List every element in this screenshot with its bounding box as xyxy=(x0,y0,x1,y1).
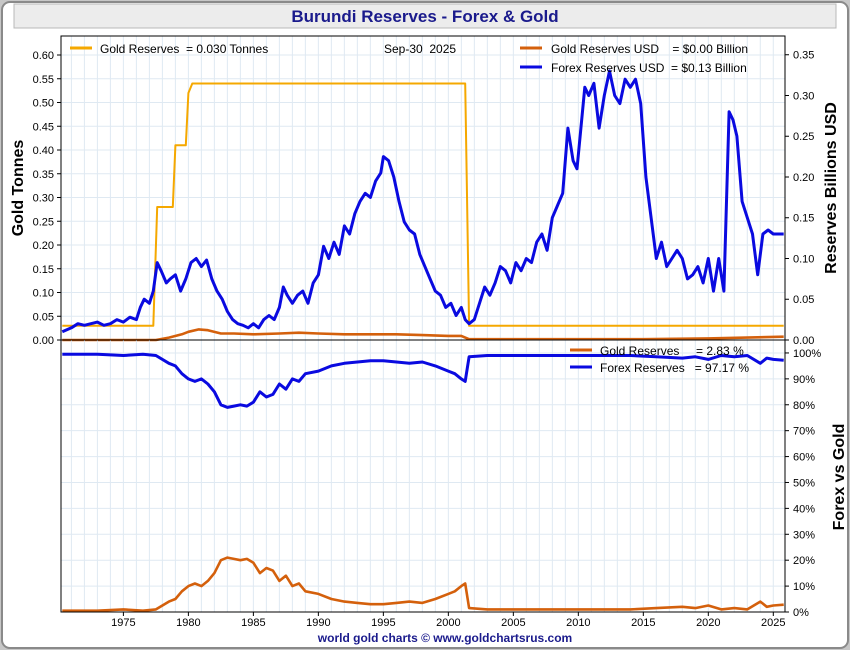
lower-right-tick-label: 90% xyxy=(793,374,815,386)
left-tick-label: 0.50 xyxy=(33,98,54,110)
lower-axis-title: Forex vs Gold xyxy=(831,424,848,531)
lower-plot-border xyxy=(60,339,786,613)
lower-right-tick-label: 70% xyxy=(793,426,815,438)
right-tick-label: 0.30 xyxy=(793,90,814,102)
x-axis: 1975 1980 1985 1990 1995 2000 2005 2010 2015 2020… xyxy=(111,612,786,629)
series-line-gold-usd xyxy=(62,328,784,342)
lower-right-tick-label: 60% xyxy=(793,452,815,464)
left-axis-title: Gold Tonnes xyxy=(10,140,27,237)
left-tick-label: 0.55 xyxy=(33,74,54,86)
left-tick-label: 0.05 xyxy=(33,311,54,323)
x-tick-label: 2000 xyxy=(436,617,460,629)
left-tick-label: 0.10 xyxy=(33,288,54,300)
x-tick-label: 1980 xyxy=(176,617,200,629)
left-tick-label: 0.15 xyxy=(33,264,54,276)
x-tick-label: 2025 xyxy=(761,617,785,629)
right-tick-label: 0.00 xyxy=(793,335,814,347)
x-tick-label: 1985 xyxy=(241,617,265,629)
x-tick-label: 1995 xyxy=(371,617,395,629)
lower-grid xyxy=(61,340,785,613)
lower-right-axis: 0% 10% 20% 30% 40% 50% 60% 70% 80% 90% 100% xyxy=(785,348,821,619)
footer-credit: world gold charts © www.goldchartsrus.co… xyxy=(317,631,572,645)
right-tick-label: 0.15 xyxy=(793,213,814,225)
left-tick-label: 0.60 xyxy=(33,50,54,62)
right-tick-label: 0.10 xyxy=(793,253,814,265)
right-tick-label: 0.20 xyxy=(793,172,814,184)
lower-right-tick-label: 50% xyxy=(793,477,815,489)
upper-right-axis: 0.00 0.05 0.10 0.15 0.20 0.25 0.30 0.35 xyxy=(785,50,814,347)
upper-grid xyxy=(61,36,785,341)
left-tick-label: 0.25 xyxy=(33,216,54,228)
series-line-forex-share xyxy=(62,352,784,409)
lower-right-tick-label: 100% xyxy=(793,348,821,360)
upper-left-axis: 0.00 0.05 0.10 0.15 0.20 0.25 0.30 0.35 0.40 0.45… xyxy=(33,50,61,347)
legend-gold-usd-label: Gold Reserves USD = $0.00 Billion xyxy=(551,42,748,56)
x-tick-label: 2015 xyxy=(631,617,655,629)
lower-right-tick-label: 30% xyxy=(793,529,815,541)
left-tick-label: 0.20 xyxy=(33,240,54,252)
title-bar xyxy=(13,3,837,29)
legend-gold-tonnes-label: Gold Reserves = 0.030 Tonnes xyxy=(100,42,268,56)
lower-right-tick-label: 80% xyxy=(793,400,815,412)
legend-forex-label: Forex Reserves USD = $0.13 Billion xyxy=(551,61,747,75)
lower-right-tick-label: 10% xyxy=(793,581,815,593)
series-line-gold-usd-share xyxy=(62,556,784,613)
upper-series xyxy=(61,69,784,342)
x-tick-label: 2005 xyxy=(501,617,525,629)
x-tick-label: 2010 xyxy=(566,617,590,629)
left-tick-label: 0.40 xyxy=(33,145,54,157)
series-line-forex xyxy=(61,69,784,334)
left-tick-label: 0.35 xyxy=(33,169,54,181)
left-tick-label: 0.00 xyxy=(33,335,54,347)
right-tick-label: 0.35 xyxy=(793,50,814,62)
right-axis-title: Reserves Billions USD xyxy=(823,102,840,274)
x-tick-label: 1990 xyxy=(306,617,330,629)
x-tick-label: 1975 xyxy=(111,617,135,629)
right-tick-label: 0.05 xyxy=(793,294,814,306)
left-tick-label: 0.30 xyxy=(33,193,54,205)
x-tick-label: 2020 xyxy=(696,617,720,629)
lower-right-tick-label: 20% xyxy=(793,555,815,567)
legend-forex-share-label: Forex Reserves = 97.17 % xyxy=(600,361,749,375)
left-tick-label: 0.45 xyxy=(33,121,54,133)
legend-gold-share-label: Gold Reserves = 2.83 % xyxy=(600,344,744,358)
chart-title: Burundi Reserves - Forex & Gold xyxy=(291,7,558,26)
date-label: Sep-30 2025 xyxy=(384,42,456,56)
right-tick-label: 0.25 xyxy=(793,131,814,143)
lower-series xyxy=(62,352,784,613)
lower-right-tick-label: 0% xyxy=(793,607,809,619)
lower-right-tick-label: 40% xyxy=(793,503,815,515)
